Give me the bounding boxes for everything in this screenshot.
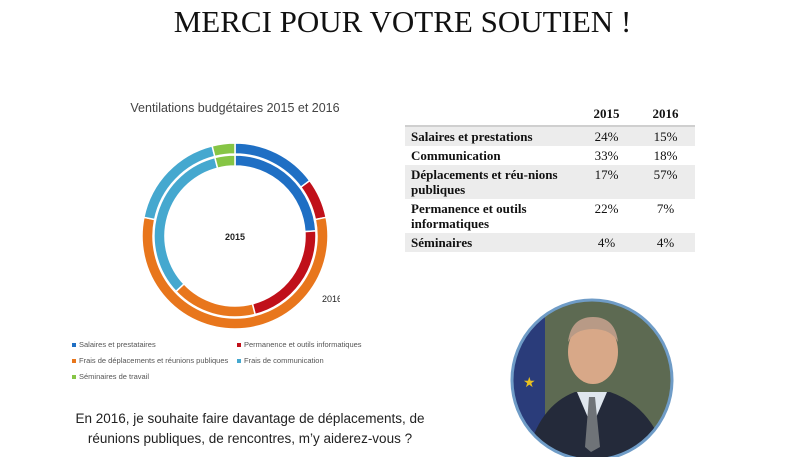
budget-table: 2015 2016 Salaires et prestations 24% 15% … [405,103,695,252]
legend-item: Frais de déplacements et réunions publiq… [72,356,228,365]
donut-chart: 2015 2016 [141,142,340,330]
slide-title: MERCI POUR VOTRE SOUTIEN ! [173,4,632,39]
cell-2015: 24% [577,126,636,146]
cell-2016: 57% [636,165,695,199]
cell-2016: 15% [636,126,695,146]
center-label: 2015 [225,232,245,242]
cell-2016: 7% [656,201,675,216]
legend-swatch-icon [72,343,76,348]
donut-segment-2015-0 [234,154,317,233]
cell-2015: 4% [577,233,636,252]
legend-label: Salaires et prestataires [79,340,156,349]
row-label: Salaires et prestations [405,126,577,146]
chart-title: Ventilations budgétaires 2015 et 2016 [130,101,340,115]
donut-segment-2015-4 [213,154,236,170]
table-row: Permanence et outils informatiques 22% 7% [405,199,695,233]
legend-swatch-icon [72,375,76,380]
row-label: Déplacements et réu-nions publiques [405,165,577,199]
donut-segment-2016-4 [211,142,236,158]
legend-swatch-icon [72,359,76,364]
legend-label: Frais de communication [244,356,324,365]
header-2016: 2016 [636,103,695,127]
header-empty [405,103,577,127]
table-row: Séminaires 4% 4% [405,233,695,252]
portrait-photo: ★ [510,298,674,457]
cell-2015: 33% [594,148,619,163]
row-label: Séminaires [405,233,577,252]
cell-2015: 17% [577,165,636,199]
outer-ring-label: 2016 [322,294,340,304]
row-label: Permanence et outils informatiques [411,201,527,231]
table-row: Déplacements et réu-nions publiques 17% 57… [405,165,695,199]
caption-line: réunions publiques, de rencontres, m’y a… [87,431,413,446]
star-icon: ★ [523,374,536,390]
header-2015: 2015 [577,103,636,127]
legend-swatch-icon [237,359,241,364]
legend-item: Permanence et outils informatiques [237,340,362,349]
legend-label: Séminaires de travail [79,372,150,381]
appeal-caption: En 2016, je souhaite faire davantage de … [40,409,460,449]
table-row: Salaires et prestations 24% 15% [405,126,695,146]
cell-2016: 4% [636,233,695,252]
row-label: Communication [411,148,501,163]
table-header: 2015 2016 [405,103,695,127]
legend-swatch-icon [237,343,241,348]
legend-label: Permanence et outils informatiques [244,340,362,349]
cell-2015: 22% [594,201,619,216]
legend-item: Séminaires de travail [72,372,149,381]
legend-label: Frais de déplacements et réunions publiq… [79,356,229,365]
legend-item: Frais de communication [237,356,324,365]
table-row: Communication 33% 18% [405,146,695,165]
cell-2016: 18% [653,148,678,163]
caption-line: En 2016, je souhaite faire davantage de … [75,411,425,426]
legend-item: Salaires et prestataires [72,340,156,349]
